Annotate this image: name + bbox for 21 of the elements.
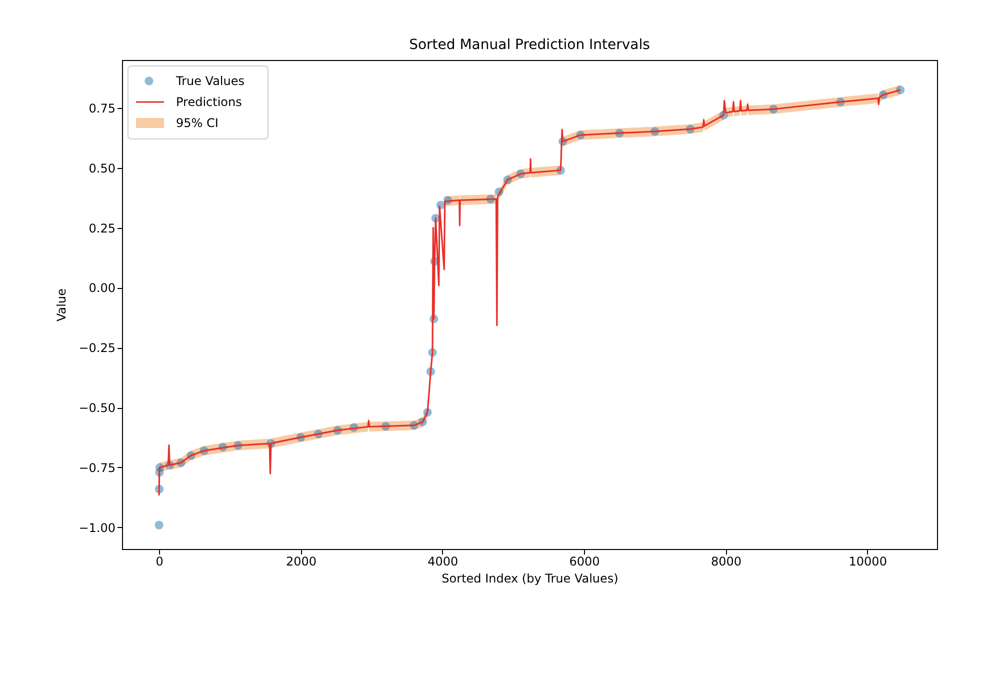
x-axis-title: Sorted Index (by True Values) [442, 572, 618, 586]
y-axis-title: Value [54, 288, 69, 322]
chart-title: Sorted Manual Prediction Intervals [409, 37, 650, 53]
y-tick-label: 0.50 [88, 161, 116, 176]
y-tick-label: −0.25 [78, 341, 116, 356]
x-tick-label: 6000 [569, 554, 600, 568]
legend-label: 95% CI [176, 116, 218, 130]
y-tick-label: 0.75 [88, 101, 116, 116]
y-tick-label: 0.25 [88, 221, 116, 236]
x-tick-label: 0 [156, 554, 164, 568]
x-tick-label: 10000 [848, 554, 887, 568]
y-tick-label: −0.50 [78, 401, 116, 416]
legend-label: True Values [175, 74, 245, 88]
y-tick-label: −1.00 [78, 520, 116, 535]
y-tick-label: 0.00 [88, 281, 116, 296]
x-tick-label: 8000 [710, 554, 742, 568]
y-tick-label: −0.75 [78, 461, 116, 475]
x-tick-label: 4000 [428, 554, 458, 568]
point [154, 520, 164, 530]
legend-label: Predictions [176, 95, 242, 109]
x-tick-label: 2000 [286, 554, 316, 568]
